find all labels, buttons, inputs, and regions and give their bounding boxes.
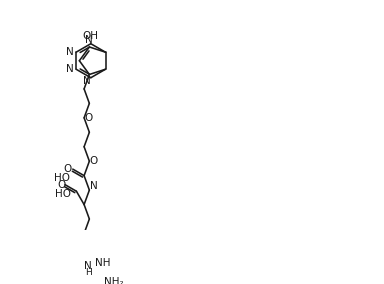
Text: H: H [85,268,91,277]
Text: O: O [57,180,65,190]
Text: N: N [66,64,73,74]
Text: O: O [84,113,92,123]
Text: OH: OH [83,32,99,41]
Text: HO: HO [55,189,71,199]
Text: O: O [63,164,71,174]
Text: O: O [89,156,98,166]
Text: N: N [66,47,73,57]
Text: NH: NH [96,258,111,268]
Text: N: N [83,76,91,86]
Text: HO: HO [54,173,70,183]
Text: N: N [86,36,93,45]
Text: N: N [84,261,92,272]
Text: NH₂: NH₂ [104,277,123,284]
Text: N: N [90,181,98,191]
